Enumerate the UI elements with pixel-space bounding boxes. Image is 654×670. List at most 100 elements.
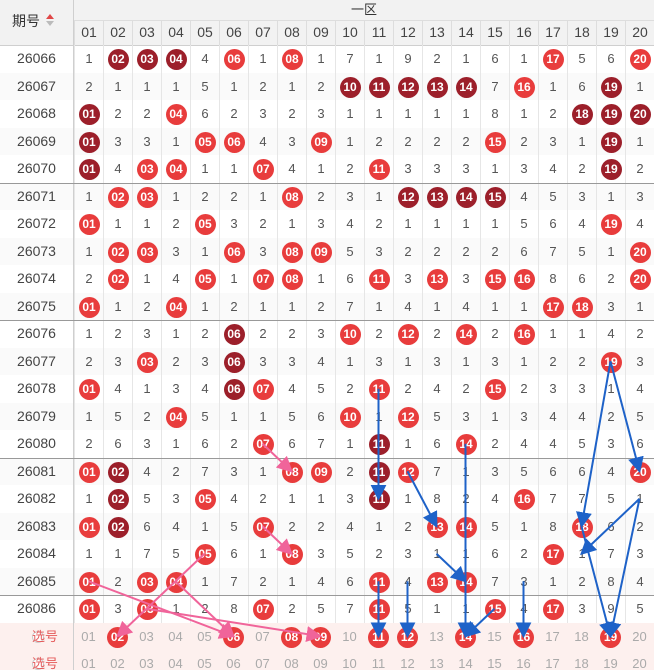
selected-ball[interactable]: 12: [397, 626, 418, 648]
omission-value: 8: [596, 567, 625, 595]
issue-number: 26067: [0, 72, 74, 100]
cell-ball-01: 01: [74, 595, 103, 623]
table-row: 26079 1 5 2 04 5 1 1 5 6 10 1 12 5 3 1 3 4 4 2 5: [0, 402, 654, 430]
radio-button[interactable]: [32, 630, 44, 643]
pick-number-selected[interactable]: 08: [277, 623, 306, 650]
selected-ball[interactable]: 19: [600, 626, 621, 648]
pick-number[interactable]: 05: [197, 628, 212, 644]
selected-ball[interactable]: 14: [455, 626, 476, 648]
omission-value: 1: [596, 182, 625, 210]
sort-desc-icon[interactable]: [46, 21, 54, 26]
omission-value: 1: [364, 182, 393, 210]
sort-asc-icon[interactable]: [46, 14, 54, 19]
omission-value: 8: [538, 512, 567, 540]
selected-ball[interactable]: 08: [281, 626, 302, 648]
pick-number[interactable]: 13: [429, 656, 444, 670]
cell-ball-11: 11: [364, 485, 393, 513]
cell-ball-01: 01: [74, 567, 103, 595]
omission-value: 1: [625, 72, 654, 100]
selected-ball[interactable]: 06: [223, 626, 244, 648]
pick-number[interactable]: 12: [400, 656, 415, 670]
pick-number[interactable]: 17: [545, 656, 560, 670]
column-header-03: 03: [132, 20, 161, 45]
pick-number[interactable]: 07: [255, 656, 270, 670]
table-row: 26078 01 4 1 3 4 06 07 4 5 2 11 2 4 2 15 2 3 3 1 4: [0, 375, 654, 403]
omission-value: 3: [422, 155, 451, 183]
pick-number[interactable]: 15: [487, 628, 502, 644]
cell-ball-02: 02: [103, 237, 132, 265]
pick-number-selected[interactable]: 19: [596, 623, 625, 650]
pick-number-selected[interactable]: 16: [509, 623, 538, 650]
pick-number[interactable]: 07: [255, 628, 270, 644]
pick-number-selected[interactable]: 12: [393, 623, 422, 650]
pick-number[interactable]: 16: [516, 656, 531, 670]
pick-number[interactable]: 17: [545, 628, 560, 644]
pick-number-selected[interactable]: 14: [451, 623, 480, 650]
pick-number[interactable]: 01: [81, 628, 96, 644]
pick-number[interactable]: 19: [603, 656, 618, 670]
omission-value: 1: [248, 182, 277, 210]
omission-value: 3: [219, 210, 248, 238]
pick-number-selected[interactable]: 09: [306, 623, 335, 650]
selected-ball[interactable]: 16: [513, 626, 534, 648]
pick-number[interactable]: 11: [371, 656, 386, 670]
pick-number[interactable]: 03: [139, 656, 154, 670]
omission-value: 2: [567, 567, 596, 595]
issue-number: 26075: [0, 292, 74, 320]
omission-value: 4: [393, 292, 422, 320]
pick-number[interactable]: 20: [632, 628, 647, 644]
winning-ball: 06: [223, 324, 245, 345]
pick-number[interactable]: 18: [574, 628, 589, 644]
cell-ball-13: 13: [422, 72, 451, 100]
cell-ball-02: 02: [103, 457, 132, 485]
omission-value: 1: [190, 512, 219, 540]
selected-ball[interactable]: 02: [107, 626, 128, 648]
pick-number[interactable]: 04: [168, 628, 183, 644]
pick-number[interactable]: 15: [487, 656, 502, 670]
winning-ball: 06: [223, 351, 245, 373]
omission-value: 2: [277, 512, 306, 540]
cell-ball-04: 04: [161, 567, 190, 595]
omission-value: 5: [132, 485, 161, 513]
pick-number[interactable]: 04: [168, 656, 183, 670]
omission-value: 7: [335, 45, 364, 73]
column-header-11: 11: [364, 20, 393, 45]
pick-number[interactable]: 10: [342, 628, 357, 644]
omission-value: 8: [422, 485, 451, 513]
pick-number-selected[interactable]: 11: [364, 623, 393, 650]
cell-ball-01: 01: [74, 127, 103, 155]
selected-ball[interactable]: 09: [310, 626, 331, 648]
pick-row-label[interactable]: 选号: [0, 650, 74, 670]
pick-number[interactable]: 02: [110, 656, 125, 670]
pick-number[interactable]: 01: [81, 656, 96, 670]
pick-number[interactable]: 09: [313, 656, 328, 670]
issue-column-header[interactable]: 期号: [0, 0, 74, 45]
omission-value: 1: [422, 595, 451, 623]
pick-number[interactable]: 03: [139, 628, 154, 644]
pick-number[interactable]: 18: [574, 656, 589, 670]
omission-value: 7: [538, 485, 567, 513]
cell-ball-02: 02: [103, 265, 132, 293]
winning-ball: 16: [513, 489, 535, 510]
pick-number[interactable]: 08: [284, 656, 299, 670]
pick-number[interactable]: 06: [226, 656, 241, 670]
pick-number[interactable]: 05: [197, 656, 212, 670]
winning-ball: 12: [397, 324, 419, 345]
pick-number[interactable]: 13: [429, 628, 444, 644]
pick-number[interactable]: 10: [342, 656, 357, 670]
omission-value: 6: [625, 430, 654, 458]
winning-ball: 01: [78, 571, 100, 593]
pick-number-selected[interactable]: 02: [103, 623, 132, 650]
selected-ball[interactable]: 11: [368, 626, 389, 648]
omission-value: 2: [422, 45, 451, 73]
pick-row-label[interactable]: 选号: [0, 622, 74, 650]
omission-value: 2: [103, 567, 132, 595]
omission-value: 3: [132, 127, 161, 155]
pick-number[interactable]: 20: [632, 656, 647, 670]
omission-value: 2: [161, 210, 190, 238]
cell-ball-06: 06: [219, 320, 248, 348]
winning-ball: 05: [194, 214, 216, 235]
pick-number-selected[interactable]: 06: [219, 623, 248, 650]
pick-number[interactable]: 14: [458, 656, 473, 670]
winning-ball: 01: [78, 599, 100, 620]
